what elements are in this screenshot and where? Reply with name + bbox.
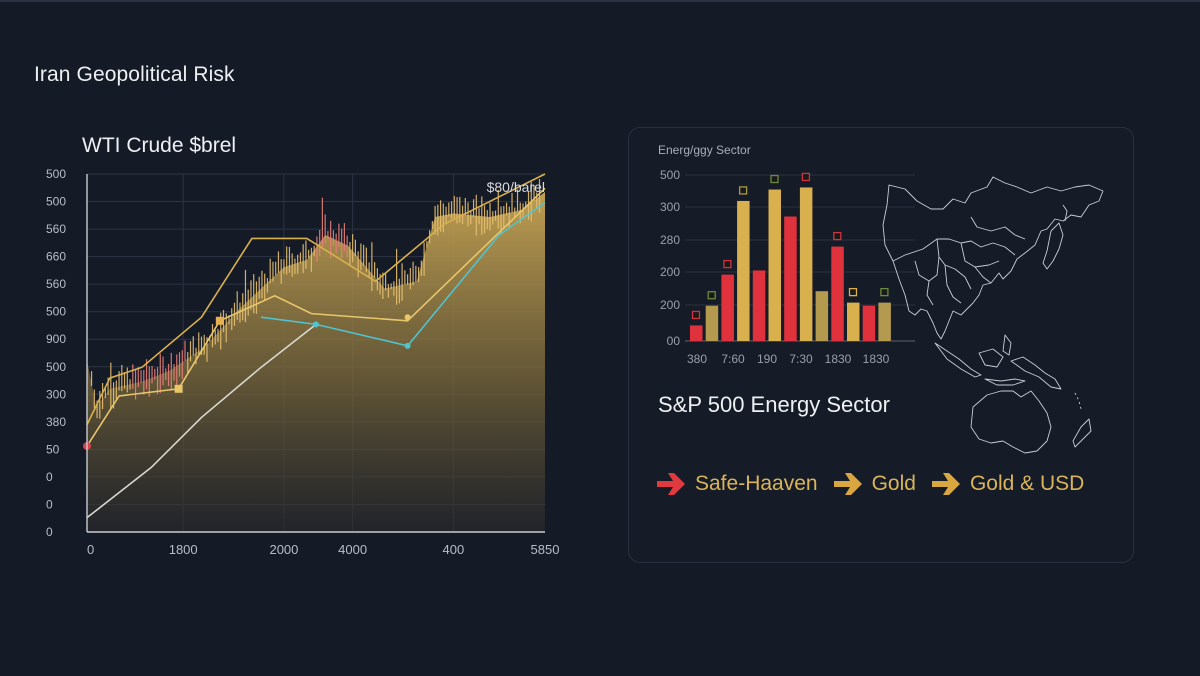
page-title: Iran Geopolitical Risk — [34, 63, 235, 86]
bar-chart: Energ/ggy Sector 00 200 200 280 300 500 380 7:60… — [658, 143, 915, 366]
y-tick-label: 300 — [660, 200, 680, 214]
flow-label: Safe-Haaven — [695, 472, 818, 495]
x-tick-label: 7:60 — [721, 352, 745, 366]
bar — [878, 302, 891, 341]
point-marker — [215, 316, 224, 325]
y-tick-label: 380 — [46, 415, 66, 429]
arrow-right-icon — [657, 473, 685, 495]
flow-sequence: Safe-Haaven Gold Gold & USD — [655, 468, 1098, 500]
flow-item-safe-haven: Safe-Haaven — [655, 471, 832, 497]
bar — [705, 305, 719, 341]
price-annotation: $80/barel — [487, 179, 545, 195]
y-tick-label: 50 — [46, 442, 60, 456]
y-tick-label: 200 — [660, 298, 680, 312]
arrow-right-icon — [931, 473, 960, 495]
y-tick-label: 280 — [660, 233, 680, 247]
bar-chart-title: Energ/ggy Sector — [658, 143, 751, 157]
y-tick-label: 0 — [46, 470, 53, 484]
energy-sector-panel — [628, 127, 1134, 563]
x-tick-label: 0 — [87, 542, 94, 557]
point-marker — [313, 321, 319, 328]
y-tick-label: 500 — [46, 305, 66, 319]
point-marker — [404, 342, 411, 349]
bar-marker — [880, 287, 889, 297]
top-border — [0, 0, 1200, 2]
bar-marker — [691, 310, 701, 320]
y-tick-label: 0 — [46, 497, 53, 511]
x-tick-label: 400 — [443, 542, 465, 557]
asia-pacific-map — [882, 176, 1104, 454]
bar — [768, 189, 781, 341]
line-chart-title: WTI Crude $brel — [82, 134, 237, 157]
bar — [862, 305, 876, 341]
x-tick-label: 1800 — [169, 542, 198, 557]
bar — [831, 246, 844, 341]
flow-item-gold: Gold — [832, 471, 930, 497]
x-tick-label: 7:30 — [789, 352, 813, 366]
bar-marker — [707, 291, 716, 300]
bar — [737, 200, 750, 341]
x-tick-label: 380 — [687, 352, 707, 366]
flow-label: Gold & USD — [969, 472, 1085, 495]
y-tick-label: 200 — [660, 265, 680, 279]
y-tick-label: 500 — [46, 195, 66, 209]
y-tick-label: 0 — [46, 525, 53, 539]
x-tick-label: 1830 — [825, 352, 852, 366]
bar — [690, 325, 703, 341]
x-tick-label: 4000 — [338, 542, 367, 557]
point-marker — [404, 314, 411, 321]
x-tick-label: 5850 — [531, 542, 560, 557]
x-tick-label: 1830 — [863, 352, 890, 366]
y-tick-label: 900 — [46, 332, 66, 346]
bar-marker — [848, 287, 858, 297]
y-tick-label: 500 — [660, 168, 680, 182]
flow-item-gold-usd: Gold & USD — [930, 471, 1098, 497]
bar — [815, 291, 829, 341]
y-tick-label: 560 — [46, 222, 66, 236]
y-tick-label: 300 — [46, 387, 66, 401]
series-line — [86, 173, 546, 425]
sector-title: S&P 500 Energy Sector — [658, 392, 890, 417]
y-tick-label: 660 — [46, 250, 66, 264]
bar-marker — [833, 231, 842, 241]
bar — [847, 302, 860, 341]
bar-marker — [801, 172, 811, 182]
x-tick-label: 190 — [757, 352, 777, 366]
bar — [752, 270, 766, 341]
bar-marker — [723, 259, 732, 269]
arrow-right-icon — [833, 473, 862, 495]
price-area — [87, 191, 545, 532]
bar-marker — [770, 174, 779, 184]
series-line — [86, 323, 317, 519]
x-tick-label: 2000 — [269, 542, 298, 557]
bar — [784, 216, 797, 341]
y-tick-label: 560 — [46, 277, 66, 291]
y-tick-label: 500 — [46, 167, 66, 181]
y-tick-label: 500 — [46, 360, 66, 374]
point-marker — [174, 384, 183, 393]
flow-label: Gold — [871, 472, 916, 495]
bar — [721, 274, 734, 341]
y-tick-label: 00 — [667, 334, 681, 348]
bar-marker — [738, 186, 748, 195]
bar — [799, 187, 813, 341]
series-line — [86, 187, 546, 447]
